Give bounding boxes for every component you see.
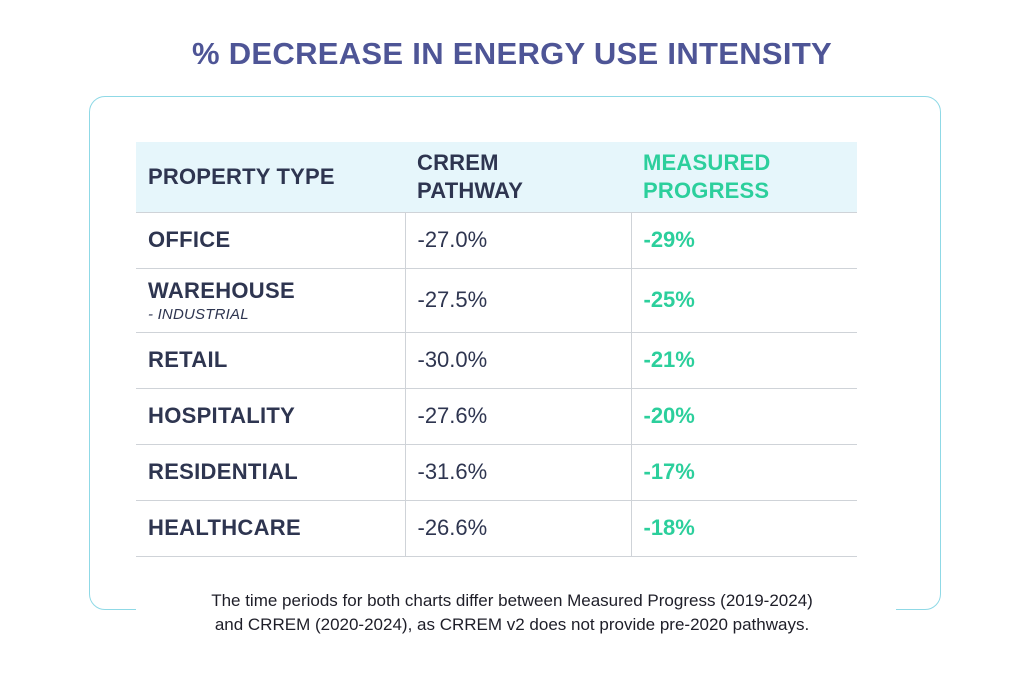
table-row-residential: RESIDENTIAL -31.6% -17% bbox=[136, 443, 857, 500]
cell-crrem-hospitality: -27.6% bbox=[404, 387, 631, 444]
cell-measured-hospitality: -20% bbox=[630, 387, 857, 444]
table-row-healthcare: HEALTHCARE -26.6% -18% bbox=[136, 499, 857, 557]
cell-type-residential: RESIDENTIAL bbox=[136, 443, 405, 500]
cell-measured-warehouse: -25% bbox=[630, 267, 857, 332]
cell-crrem-office: -27.0% bbox=[404, 211, 631, 268]
table-row-hospitality: HOSPITALITY -27.6% -20% bbox=[136, 387, 857, 444]
chart-title: % DECREASE IN ENERGY USE INTENSITY bbox=[191, 36, 833, 71]
cell-crrem-retail: -30.0% bbox=[404, 331, 631, 388]
cell-measured-residential: -17% bbox=[630, 443, 857, 500]
header-measured-line1: MEASURED bbox=[643, 149, 771, 175]
cell-measured-retail: -21% bbox=[630, 331, 857, 388]
cell-type-office: OFFICE bbox=[136, 211, 405, 268]
footnote-line1: The time periods for both charts differ … bbox=[211, 591, 813, 610]
cell-type-retail: RETAIL bbox=[136, 331, 405, 388]
eui-table: PROPERTY TYPE CRREM PATHWAY MEASURED PRO… bbox=[136, 142, 857, 557]
header-property-type-text: PROPERTY TYPE bbox=[148, 163, 335, 189]
header-measured-line2: PROGRESS bbox=[643, 177, 770, 203]
cell-type-hospitality: HOSPITALITY bbox=[136, 387, 405, 444]
footnote: The time periods for both charts differ … bbox=[0, 589, 1024, 637]
cell-type-warehouse: WAREHOUSE - INDUSTRIAL bbox=[136, 267, 405, 332]
table-row-office: OFFICE -27.0% -29% bbox=[136, 211, 857, 268]
header-crrem-pathway: CRREM PATHWAY bbox=[405, 142, 631, 212]
cell-type-healthcare: HEALTHCARE bbox=[136, 499, 405, 557]
frame-gap bbox=[136, 600, 896, 620]
cell-type-warehouse-label: WAREHOUSE bbox=[148, 277, 295, 303]
cell-measured-healthcare: -18% bbox=[630, 499, 857, 557]
header-crrem-line1: CRREM bbox=[417, 149, 499, 175]
header-measured-progress: MEASURED PROGRESS bbox=[631, 142, 857, 212]
cell-crrem-healthcare: -26.6% bbox=[404, 499, 631, 557]
cell-subtype-industrial: - INDUSTRIAL bbox=[148, 305, 249, 323]
footnote-line2: and CRREM (2020-2024), as CRREM v2 does … bbox=[214, 615, 810, 634]
cell-measured-office: -29% bbox=[630, 211, 857, 268]
table-header-row: PROPERTY TYPE CRREM PATHWAY MEASURED PRO… bbox=[136, 142, 857, 212]
cell-crrem-residential: -31.6% bbox=[404, 443, 631, 500]
header-crrem-line2: PATHWAY bbox=[417, 177, 524, 203]
cell-crrem-warehouse: -27.5% bbox=[404, 267, 631, 332]
header-property-type: PROPERTY TYPE bbox=[136, 142, 405, 212]
table-row-warehouse: WAREHOUSE - INDUSTRIAL -27.5% -25% bbox=[136, 267, 857, 332]
table-row-retail: RETAIL -30.0% -21% bbox=[136, 331, 857, 388]
